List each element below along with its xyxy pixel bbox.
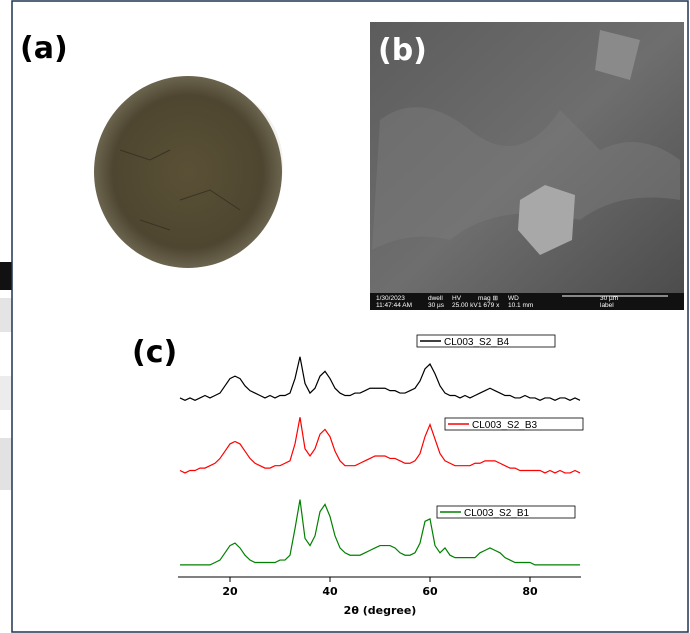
- x-tick-label: 80: [522, 585, 538, 598]
- x-axis-title: 2θ (degree): [344, 604, 417, 617]
- info-text: 1 679 x: [478, 302, 500, 309]
- info-text: 30 µs: [428, 302, 445, 309]
- legend-text: CL003_S2_B1: [464, 508, 529, 519]
- panel-label: (a): [20, 31, 68, 66]
- info-text: 25.00 kV: [452, 302, 478, 309]
- info-text: 30 µm: [600, 295, 618, 302]
- panel-label: (c): [132, 335, 177, 370]
- x-tick-label: 60: [422, 585, 438, 598]
- info-text: dwell: [428, 295, 443, 302]
- legend-text: CL003_S2_B3: [472, 420, 537, 431]
- panel-label: (b): [378, 33, 427, 68]
- legend-text: CL003_S2_B4: [444, 337, 509, 348]
- powder: [94, 76, 282, 268]
- side-bar: [0, 298, 12, 332]
- side-bar: [0, 262, 12, 290]
- info-text: mag ⊞: [478, 295, 498, 302]
- info-text: 10.1 mm: [508, 302, 533, 309]
- info-text: 11:47:44 AM: [376, 302, 412, 309]
- x-tick-label: 40: [322, 585, 338, 598]
- info-text: 1/30/2023: [376, 295, 405, 302]
- info-text: HV: [452, 295, 462, 302]
- side-bar: [0, 376, 12, 410]
- info-text: WD: [508, 295, 519, 302]
- x-tick-label: 20: [222, 585, 238, 598]
- figure: (a) (b) (c) 2θ (degree) 1/30/202311:47:4…: [0, 0, 690, 633]
- side-bar: [0, 438, 12, 490]
- info-text: label: [600, 302, 614, 309]
